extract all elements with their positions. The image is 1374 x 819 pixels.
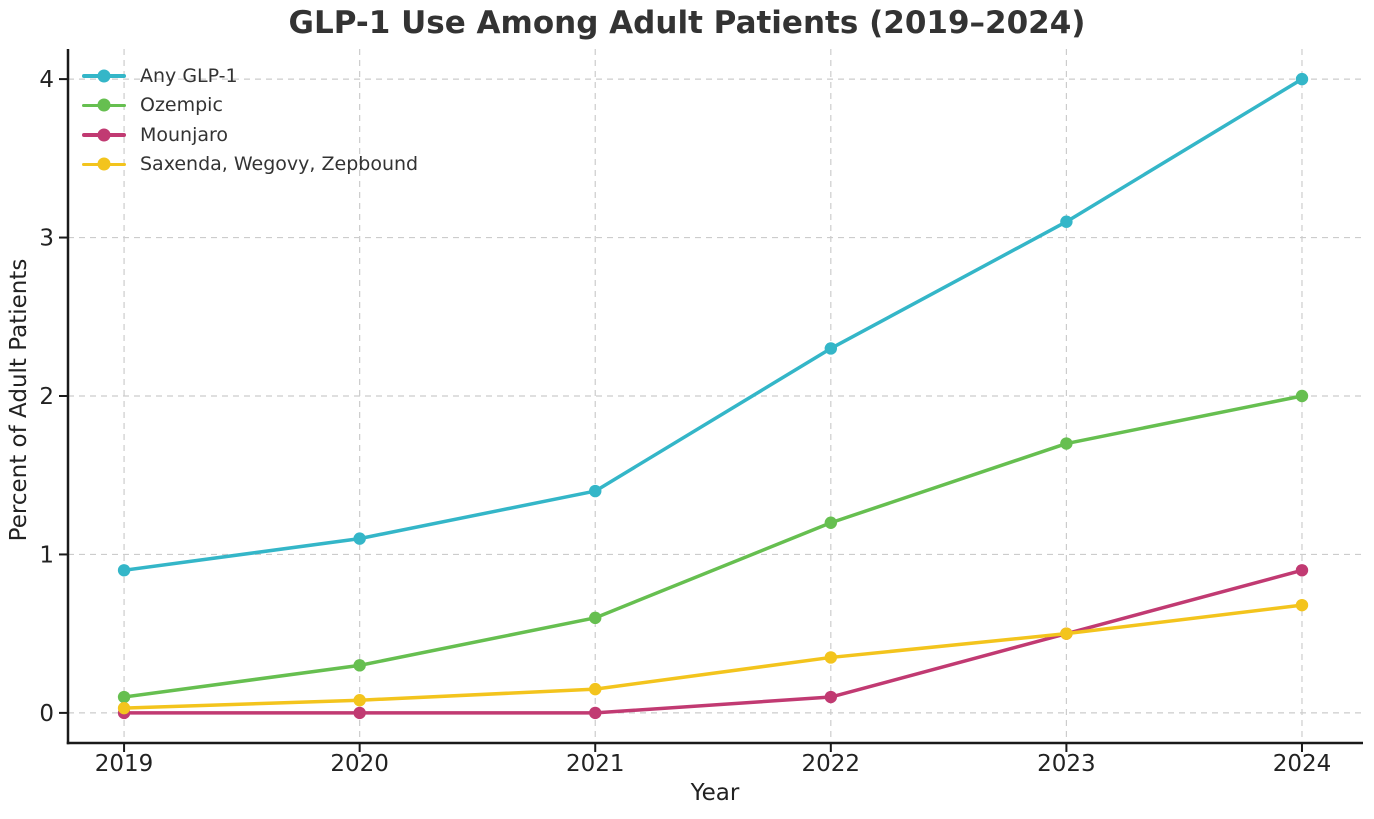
- y-tick-label: 2: [39, 384, 54, 410]
- data-point: [589, 611, 602, 625]
- legend-line-marker-icon: [82, 98, 126, 112]
- x-tick-label: 2024: [1273, 751, 1332, 777]
- legend-line-marker-icon: [82, 128, 126, 142]
- chart-title: GLP-1 Use Among Adult Patients (2019–202…: [288, 5, 1086, 41]
- x-tick-label: 2020: [330, 751, 389, 777]
- legend-dot-icon: [97, 69, 111, 83]
- data-point: [353, 532, 366, 545]
- legend-item: Ozempic: [82, 91, 418, 121]
- data-point: [1060, 437, 1073, 450]
- data-point: [1295, 72, 1309, 86]
- data-point: [824, 690, 838, 704]
- data-point: [117, 701, 131, 715]
- x-tick-label: 2022: [802, 751, 861, 777]
- series-line: [122, 77, 1304, 573]
- series-line: [122, 603, 1304, 710]
- x-axis-label: Year: [690, 780, 740, 806]
- data-point: [1060, 215, 1073, 228]
- y-tick-label: 1: [39, 542, 54, 568]
- legend-label: Any GLP-1: [140, 64, 238, 87]
- y-axis-label: Percent of Adult Patients: [6, 259, 32, 542]
- data-point: [353, 659, 366, 672]
- y-tick-label: 3: [39, 226, 54, 252]
- data-point: [1060, 627, 1073, 640]
- data-point: [1295, 564, 1309, 577]
- data-point: [589, 682, 602, 696]
- data-point: [353, 694, 366, 707]
- data-series: [117, 72, 1309, 720]
- data-point: [353, 706, 366, 720]
- x-tick-label: 2019: [95, 751, 154, 777]
- legend-dot-icon: [97, 128, 111, 142]
- x-tick-label: 2023: [1037, 751, 1096, 777]
- legend-label: Saxenda, Wegovy, Zepbound: [140, 153, 419, 176]
- legend-dot-icon: [97, 98, 111, 112]
- legend-line-marker-icon: [82, 69, 126, 83]
- data-point: [824, 651, 838, 664]
- series-line: [122, 394, 1304, 699]
- legend-item: Mounjaro: [82, 120, 418, 150]
- legend-label: Mounjaro: [140, 123, 229, 146]
- y-tick-label: 4: [39, 67, 54, 93]
- data-point: [1295, 389, 1309, 403]
- data-point: [117, 564, 131, 577]
- data-point: [117, 690, 131, 704]
- legend-item: Any GLP-1: [82, 61, 418, 91]
- data-point: [824, 516, 838, 529]
- data-point: [824, 342, 838, 355]
- legend-item: Saxenda, Wegovy, Zepbound: [82, 150, 418, 180]
- data-point: [1295, 598, 1309, 612]
- legend-dot-icon: [97, 157, 111, 171]
- x-tick-label: 2021: [566, 751, 625, 777]
- legend: Any GLP-1 Ozempic Mounjaro Saxenda, Wegovy,…: [82, 61, 418, 179]
- axis-ticks: [59, 78, 1303, 752]
- y-tick-label: 0: [39, 701, 54, 727]
- series-line: [122, 568, 1304, 715]
- legend-label: Ozempic: [140, 94, 223, 117]
- legend-line-marker-icon: [82, 157, 126, 171]
- tick-labels: 2019 2020 2021 2022 2023 2024 0 1 2 3 4: [39, 67, 1331, 777]
- data-point: [589, 706, 602, 720]
- data-point: [589, 484, 602, 498]
